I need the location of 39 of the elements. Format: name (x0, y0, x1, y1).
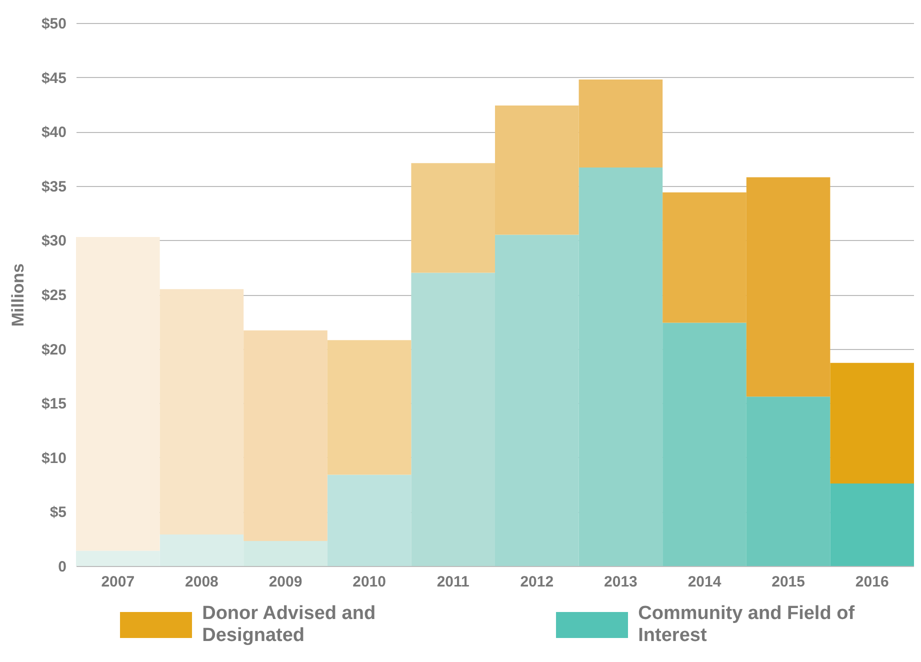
y-tick-label: $15 (41, 396, 66, 413)
y-tick-label: $45 (41, 70, 66, 87)
legend-label: Community and Field of Interest (638, 603, 856, 647)
x-tick-label: 2008 (185, 574, 218, 590)
y-tick-label: $20 (41, 341, 66, 358)
bar (76, 236, 160, 551)
y-tick-label: $40 (41, 124, 66, 142)
x-tick-label: 2016 (855, 574, 889, 590)
y-tick-label: $25 (41, 287, 66, 304)
x-tick-label: 2013 (604, 574, 638, 590)
bar (160, 289, 244, 535)
y-tick-label: $50 (41, 16, 66, 32)
bar (411, 163, 495, 273)
bar (244, 330, 328, 542)
x-tick-label: 2010 (352, 574, 386, 590)
y-tick-label: $35 (41, 178, 66, 196)
bar (578, 167, 663, 566)
y-tick-label: 0 (58, 558, 66, 576)
bar (662, 192, 746, 323)
bar (746, 177, 830, 397)
x-tick-label: 2011 (436, 574, 470, 590)
y-axis-title: Millions (8, 263, 28, 327)
bar (495, 106, 579, 235)
bar (746, 396, 830, 566)
x-tick-label: 2009 (268, 574, 302, 590)
x-tick-label: 2007 (101, 574, 135, 590)
bar (578, 79, 663, 168)
bar (830, 362, 914, 484)
y-tick-label: $30 (41, 232, 66, 250)
x-tick-label: 2012 (520, 574, 554, 590)
x-tick-label: 2015 (772, 574, 805, 590)
bar (327, 340, 412, 475)
x-tick-label: 2014 (688, 574, 722, 590)
bar (830, 483, 914, 566)
bar (662, 322, 746, 566)
y-tick-label: $10 (41, 450, 66, 467)
legend-label: Donor Advised and Designated (202, 603, 377, 647)
bar (495, 234, 579, 566)
y-tick-label: $5 (50, 504, 66, 522)
